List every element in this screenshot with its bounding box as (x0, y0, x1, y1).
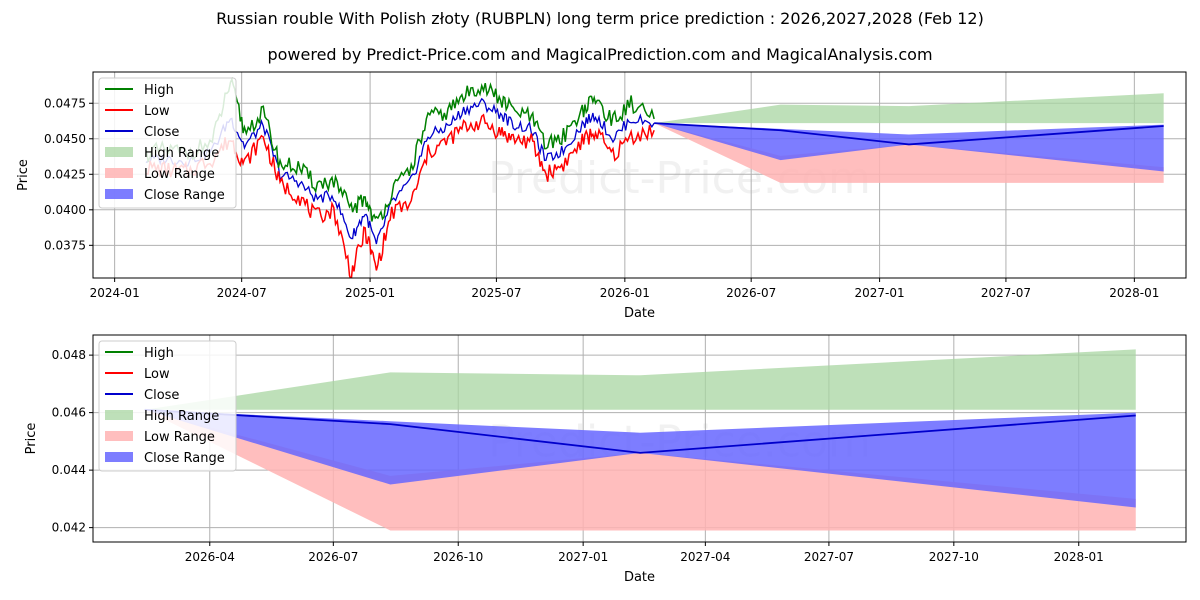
y-tick-label: 0.0450 (44, 132, 86, 146)
plot-area (144, 349, 1136, 531)
y-tick-label: 0.0425 (44, 167, 86, 181)
low-history-line (145, 113, 655, 278)
y-tick-label: 0.0375 (44, 238, 86, 252)
legend-label-close-range: Close Range (144, 188, 225, 203)
high-range-band (654, 93, 1164, 124)
high-range-band (144, 349, 1136, 410)
chart-panel-2: Predict-Price.com2026-042026-072026-1020… (24, 334, 1187, 585)
legend-swatch-close-range (105, 189, 133, 199)
legend-label-low-range: Low Range (144, 167, 215, 182)
y-tick-label: 0.042 (52, 521, 86, 535)
x-tick-label: 2028-01 (1054, 550, 1104, 564)
legend-swatch-high-range (105, 410, 133, 420)
y-tick-label: 0.048 (52, 348, 86, 362)
legend-label-close: Close (144, 388, 179, 403)
x-tick-label: 2027-07 (981, 286, 1031, 300)
x-tick-label: 2027-01 (558, 550, 608, 564)
y-axis-label: Price (24, 423, 39, 455)
y-tick-label: 0.046 (52, 406, 86, 420)
legend-label-high: High (144, 346, 174, 361)
legend-label-close: Close (144, 125, 179, 140)
legend-box (98, 340, 237, 472)
x-tick-label: 2026-01 (600, 286, 650, 300)
legend-swatch-close-range (105, 452, 133, 462)
legend-swatch-low-range (105, 168, 133, 178)
y-axis-label: Price (16, 159, 31, 191)
y-tick-label: 0.0400 (44, 203, 86, 217)
close-history-line (145, 97, 655, 245)
x-tick-label: 2027-01 (855, 286, 905, 300)
legend-swatch-high-range (105, 147, 133, 157)
legend-box (98, 77, 237, 209)
legend-label-low: Low (144, 367, 170, 382)
plot-frame (92, 71, 1187, 279)
legend-label-high: High (144, 83, 174, 98)
x-tick-label: 2026-04 (185, 550, 235, 564)
x-tick-label: 2024-01 (90, 286, 140, 300)
legend-label-low: Low (144, 104, 170, 119)
y-tick-label: 0.0475 (44, 96, 86, 110)
x-tick-label: 2026-10 (433, 550, 483, 564)
legend-label-high-range: High Range (144, 409, 219, 424)
x-tick-label: 2025-07 (471, 286, 521, 300)
x-axis-label: Date (624, 570, 655, 585)
legend-label-low-range: Low Range (144, 430, 215, 445)
low-range-band (654, 123, 1164, 183)
y-tick-label: 0.044 (52, 463, 86, 477)
chart-title: Russian rouble With Polish złoty (RUBPLN… (216, 9, 984, 28)
high-history-line (145, 76, 655, 222)
x-tick-label: 2026-07 (308, 550, 358, 564)
legend-label-close-range: Close Range (144, 451, 225, 466)
legend-swatch-low-range (105, 431, 133, 441)
x-tick-label: 2027-07 (804, 550, 854, 564)
close-prediction-line (654, 122, 1164, 146)
x-axis-label: Date (624, 306, 655, 321)
x-tick-label: 2025-01 (345, 286, 395, 300)
x-tick-label: 2028-01 (1109, 286, 1159, 300)
low-range-band (144, 409, 1136, 531)
x-tick-label: 2026-07 (726, 286, 776, 300)
plot-area (145, 76, 1164, 278)
close-prediction-line (144, 408, 1136, 454)
x-tick-label: 2024-07 (217, 286, 267, 300)
legend-label-high-range: High Range (144, 146, 219, 161)
x-tick-label: 2027-04 (680, 550, 730, 564)
plot-frame (92, 334, 1187, 543)
x-tick-label: 2027-10 (929, 550, 979, 564)
chart-subtitle: powered by Predict-Price.com and Magical… (267, 45, 933, 64)
